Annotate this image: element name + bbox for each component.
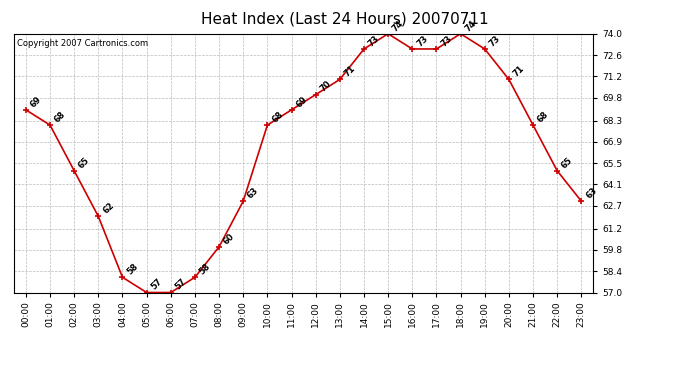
- Text: 71: 71: [512, 64, 526, 79]
- Text: 69: 69: [29, 94, 43, 109]
- Text: 63: 63: [584, 186, 599, 200]
- Text: 57: 57: [150, 277, 164, 292]
- Text: 57: 57: [174, 277, 188, 292]
- Text: 63: 63: [246, 186, 261, 200]
- Text: 73: 73: [415, 34, 430, 48]
- Text: 68: 68: [53, 110, 68, 124]
- Text: 73: 73: [488, 34, 502, 48]
- Text: 71: 71: [343, 64, 357, 79]
- Text: 65: 65: [77, 155, 92, 170]
- Text: 74: 74: [391, 18, 406, 33]
- Text: 73: 73: [440, 34, 454, 48]
- Text: Copyright 2007 Cartronics.com: Copyright 2007 Cartronics.com: [17, 39, 148, 48]
- Text: 74: 74: [464, 18, 478, 33]
- Text: 58: 58: [126, 262, 140, 276]
- Text: 68: 68: [536, 110, 551, 124]
- Text: 70: 70: [319, 80, 333, 94]
- Text: 68: 68: [270, 110, 285, 124]
- Text: 58: 58: [198, 262, 213, 276]
- Text: Heat Index (Last 24 Hours) 20070711: Heat Index (Last 24 Hours) 20070711: [201, 11, 489, 26]
- Text: 65: 65: [560, 155, 575, 170]
- Text: 69: 69: [295, 94, 309, 109]
- Text: 73: 73: [367, 34, 382, 48]
- Text: 62: 62: [101, 201, 116, 216]
- Text: 60: 60: [222, 231, 237, 246]
